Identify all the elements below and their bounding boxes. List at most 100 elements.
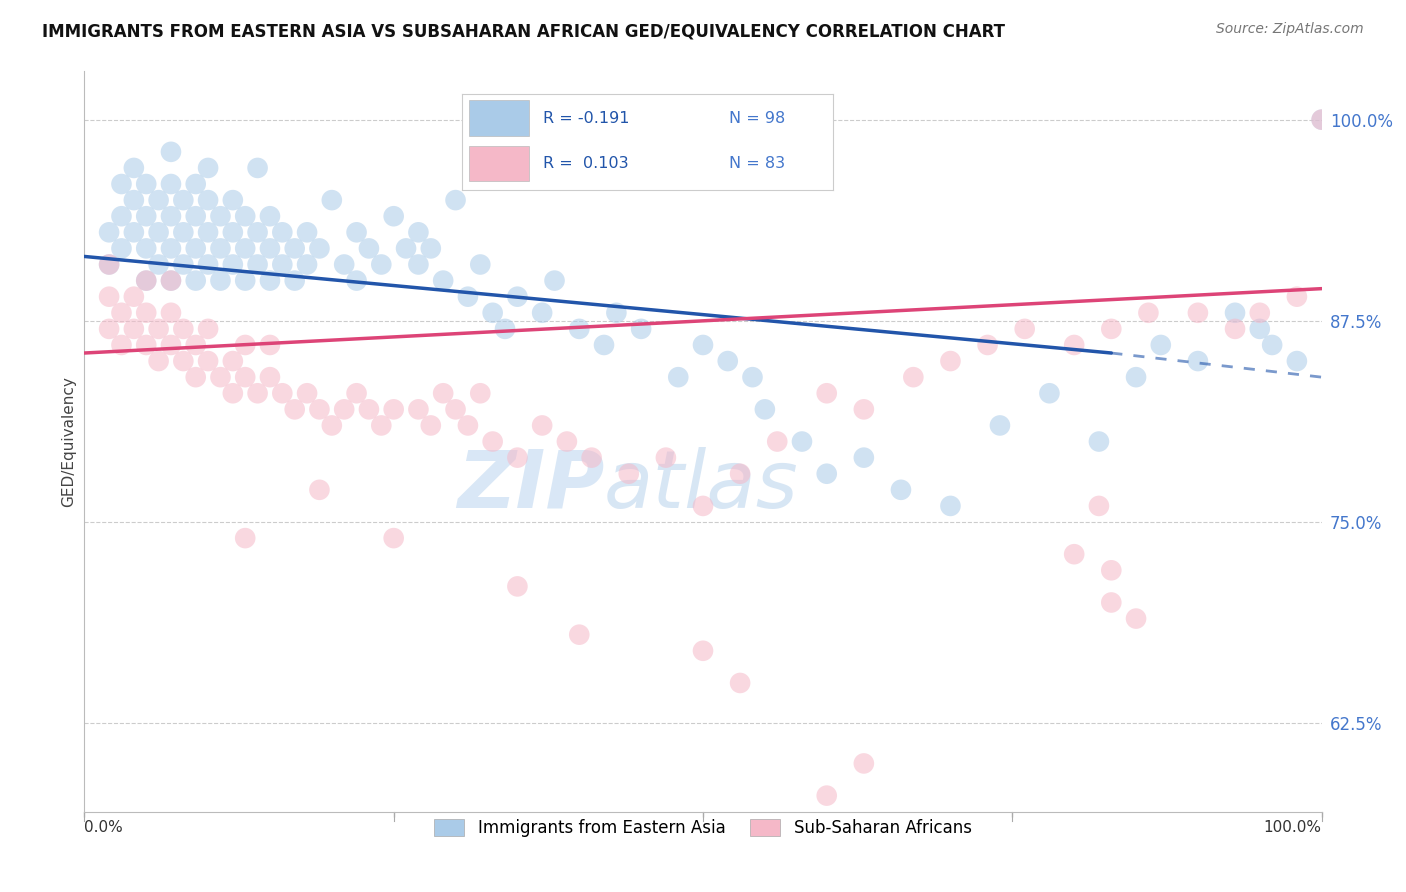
- Point: [148, 225, 170, 239]
- Point: [333, 258, 356, 272]
- Point: [184, 274, 207, 288]
- Point: [419, 418, 441, 433]
- Point: [160, 338, 183, 352]
- Point: [98, 322, 121, 336]
- Text: ZIP: ZIP: [457, 447, 605, 525]
- Point: [259, 338, 281, 352]
- Point: [581, 450, 603, 465]
- Point: [617, 467, 640, 481]
- Point: [135, 177, 157, 191]
- Point: [246, 225, 269, 239]
- Point: [1099, 563, 1122, 577]
- Point: [903, 370, 925, 384]
- Point: [98, 258, 121, 272]
- Point: [222, 225, 245, 239]
- Point: [457, 290, 479, 304]
- Point: [172, 354, 194, 368]
- Point: [1310, 112, 1333, 127]
- Point: [1088, 499, 1111, 513]
- Point: [284, 241, 307, 255]
- Point: [148, 322, 170, 336]
- Point: [754, 402, 776, 417]
- Point: [444, 193, 467, 207]
- Point: [172, 225, 194, 239]
- Point: [408, 402, 430, 417]
- Point: [122, 225, 145, 239]
- Point: [1063, 547, 1085, 561]
- Point: [135, 274, 157, 288]
- Point: [852, 756, 875, 771]
- Point: [271, 386, 294, 401]
- Point: [470, 386, 492, 401]
- Text: IMMIGRANTS FROM EASTERN ASIA VS SUBSAHARAN AFRICAN GED/EQUIVALENCY CORRELATION C: IMMIGRANTS FROM EASTERN ASIA VS SUBSAHAR…: [42, 22, 1005, 40]
- Point: [271, 225, 294, 239]
- Point: [1014, 322, 1036, 336]
- Point: [295, 258, 318, 272]
- Point: [1187, 306, 1209, 320]
- Point: [122, 161, 145, 175]
- Point: [308, 241, 330, 255]
- Point: [233, 370, 256, 384]
- Point: [110, 241, 132, 255]
- Point: [395, 241, 418, 255]
- Point: [728, 467, 751, 481]
- Point: [1285, 354, 1308, 368]
- Point: [233, 209, 256, 223]
- Point: [233, 338, 256, 352]
- Point: [1099, 322, 1122, 336]
- Point: [160, 241, 183, 255]
- Point: [470, 258, 492, 272]
- Point: [939, 354, 962, 368]
- Point: [1223, 322, 1246, 336]
- Point: [506, 579, 529, 593]
- Point: [160, 306, 183, 320]
- Point: [233, 274, 256, 288]
- Point: [197, 354, 219, 368]
- Point: [321, 418, 343, 433]
- Point: [815, 467, 838, 481]
- Point: [1187, 354, 1209, 368]
- Point: [555, 434, 578, 449]
- Point: [815, 789, 838, 803]
- Point: [160, 274, 183, 288]
- Point: [197, 322, 219, 336]
- Point: [197, 161, 219, 175]
- Point: [246, 161, 269, 175]
- Point: [135, 209, 157, 223]
- Point: [1223, 306, 1246, 320]
- Point: [295, 386, 318, 401]
- Point: [209, 241, 232, 255]
- Point: [246, 258, 269, 272]
- Point: [457, 418, 479, 433]
- Point: [815, 386, 838, 401]
- Point: [568, 628, 591, 642]
- Point: [98, 290, 121, 304]
- Point: [432, 386, 454, 401]
- Text: atlas: atlas: [605, 447, 799, 525]
- Point: [1125, 370, 1147, 384]
- Point: [209, 209, 232, 223]
- Point: [222, 193, 245, 207]
- Point: [605, 306, 627, 320]
- Point: [135, 338, 157, 352]
- Point: [444, 402, 467, 417]
- Point: [295, 225, 318, 239]
- Point: [666, 370, 689, 384]
- Point: [122, 322, 145, 336]
- Point: [209, 370, 232, 384]
- Point: [852, 402, 875, 417]
- Point: [852, 450, 875, 465]
- Point: [419, 241, 441, 255]
- Point: [1150, 338, 1173, 352]
- Point: [543, 274, 565, 288]
- Point: [135, 306, 157, 320]
- Point: [308, 402, 330, 417]
- Point: [506, 290, 529, 304]
- Point: [976, 338, 998, 352]
- Point: [233, 241, 256, 255]
- Point: [1063, 338, 1085, 352]
- Point: [408, 258, 430, 272]
- Legend: Immigrants from Eastern Asia, Sub-Saharan Africans: Immigrants from Eastern Asia, Sub-Sahara…: [427, 813, 979, 844]
- Point: [346, 225, 368, 239]
- Y-axis label: GED/Equivalency: GED/Equivalency: [60, 376, 76, 507]
